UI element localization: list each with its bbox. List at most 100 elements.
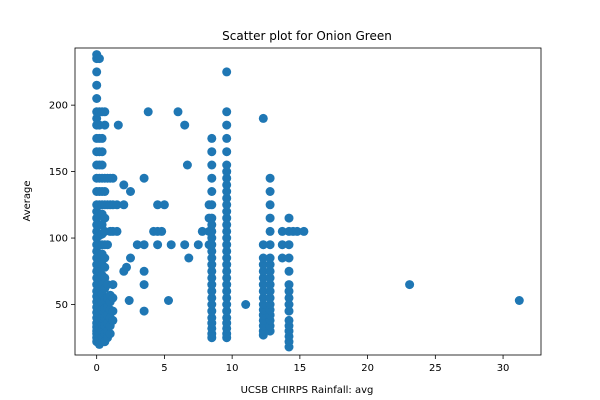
scatter-point	[100, 107, 110, 117]
scatter-point	[222, 273, 232, 283]
scatter-point	[222, 120, 232, 130]
scatter-point	[207, 233, 217, 243]
x-axis-label: UCSB CHIRPS Rainfall: avg	[241, 385, 374, 396]
scatter-point	[124, 296, 134, 305]
scatter-point	[265, 253, 275, 263]
scatter-point	[284, 266, 294, 276]
x-tick-label: 30	[497, 363, 510, 374]
scatter-point	[103, 240, 112, 250]
scatter-point	[207, 160, 217, 170]
x-tick-label: 15	[294, 363, 307, 374]
scatter-point	[284, 300, 294, 309]
scatter-point	[207, 226, 217, 236]
scatter-point	[207, 273, 217, 283]
scatter-point	[207, 300, 217, 309]
scatter-point	[265, 187, 275, 196]
scatter-point	[222, 207, 232, 216]
scatter-point	[222, 173, 232, 183]
scatter-point	[139, 306, 149, 316]
scatter-point	[207, 313, 217, 323]
scatter-point	[284, 280, 294, 290]
scatter-point	[207, 286, 217, 296]
scatter-point	[222, 266, 232, 276]
scatter-point	[222, 306, 232, 316]
scatter-point	[258, 286, 268, 296]
scatter-point	[265, 173, 275, 183]
scatter-point	[207, 200, 217, 210]
scatter-point	[139, 240, 149, 250]
scatter-point	[207, 266, 217, 276]
scatter-point	[180, 240, 190, 250]
scatter-point	[207, 173, 217, 183]
scatter-point	[180, 120, 190, 130]
y-axis-label: Average	[22, 180, 33, 221]
scatter-point	[222, 286, 232, 296]
scatter-point	[122, 262, 131, 272]
scatter-point	[139, 266, 149, 276]
x-tick-label: 25	[429, 363, 442, 374]
scatter-point	[222, 293, 232, 303]
scatter-point	[277, 240, 287, 250]
scatter-point	[105, 329, 115, 339]
scatter-point	[258, 273, 268, 283]
scatter-point	[143, 107, 153, 117]
scatter-point	[207, 220, 217, 230]
scatter-point	[284, 286, 294, 296]
scatter-point	[119, 180, 129, 190]
scatter-point	[207, 246, 217, 256]
plot-frame	[74, 47, 542, 356]
scatter-point	[222, 300, 232, 309]
scatter-point	[126, 253, 135, 263]
x-tick-label: 20	[361, 363, 374, 374]
scatter-point	[207, 253, 217, 263]
scatter-point	[207, 133, 217, 143]
scatter-point	[132, 240, 142, 250]
scatter-point	[241, 300, 251, 309]
chart-title: Scatter plot for Onion Green	[222, 29, 392, 43]
scatter-point	[222, 220, 232, 230]
scatter-point	[112, 226, 122, 236]
scatter-point	[207, 293, 217, 303]
scatter-point	[164, 296, 173, 305]
scatter-point	[108, 306, 118, 316]
scatter-point	[222, 200, 232, 210]
scatter-point	[265, 300, 275, 309]
scatter-point	[92, 67, 102, 77]
scatter-point	[100, 213, 110, 223]
scatter-point	[113, 120, 123, 130]
scatter-point	[108, 293, 118, 303]
scatter-point	[222, 193, 232, 203]
scatter-point	[97, 147, 107, 157]
scatter-point	[207, 213, 217, 223]
scatter-point	[222, 280, 232, 290]
scatter-point	[265, 260, 275, 270]
scatter-point	[277, 226, 287, 236]
scatter-point	[265, 273, 275, 283]
scatter-point	[258, 260, 268, 270]
scatter-point	[100, 187, 110, 196]
scatter-point	[258, 240, 268, 250]
scatter-point	[258, 113, 268, 123]
scatter-point	[97, 133, 107, 143]
scatter-point	[94, 54, 104, 64]
scatter-point	[153, 200, 163, 210]
scatter-point	[265, 286, 275, 296]
x-tick-label: 5	[161, 363, 167, 374]
scatter-point	[222, 226, 232, 236]
scatter-point	[258, 266, 268, 276]
scatter-point	[108, 280, 118, 290]
y-tick-label: 100	[49, 234, 68, 245]
scatter-point	[100, 253, 110, 263]
scatter-point	[222, 240, 232, 250]
scatter-point	[108, 173, 118, 183]
scatter-point	[299, 226, 309, 236]
scatter-point	[284, 315, 294, 325]
scatter-point	[126, 187, 135, 196]
scatter-point	[258, 253, 268, 263]
scatter-point	[173, 107, 183, 117]
scatter-point	[265, 266, 275, 276]
scatter-point	[222, 246, 232, 256]
scatter-point	[207, 260, 217, 270]
